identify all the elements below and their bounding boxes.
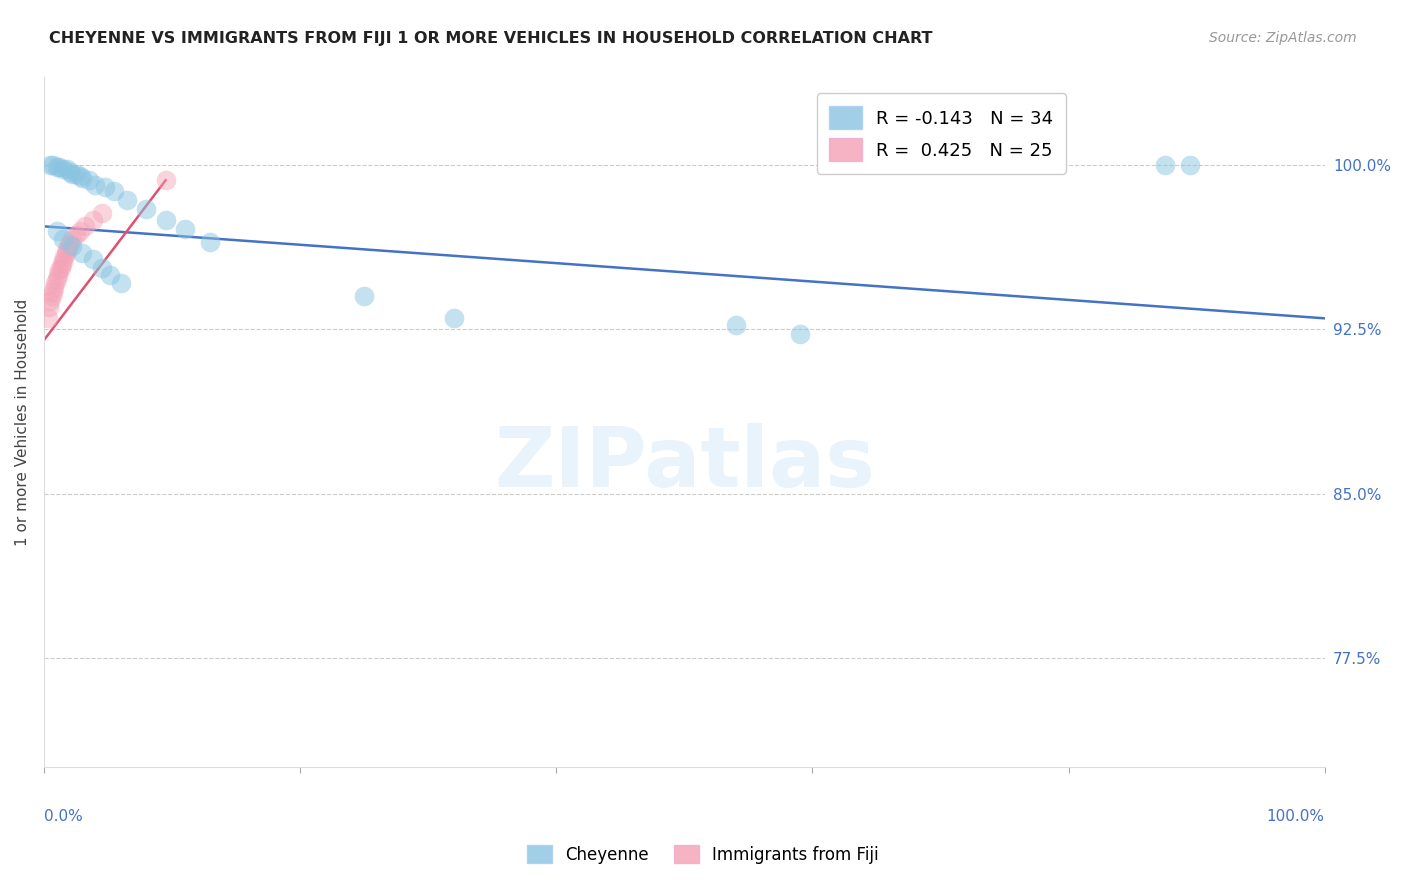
Point [42, 285, 65, 299]
Point [39, 293, 62, 308]
Point [72, 171, 94, 186]
Point [72, 245, 94, 260]
Point [60, 239, 83, 253]
Point [58, 236, 80, 251]
Point [51, 256, 73, 270]
Point [45, 160, 67, 174]
Point [60, 167, 83, 181]
Point [56, 244, 79, 258]
Point [55, 245, 77, 260]
Legend: R = -0.143   N = 34, R =  0.425   N = 25: R = -0.143 N = 34, R = 0.425 N = 25 [817, 94, 1066, 174]
Point [155, 212, 177, 227]
Point [90, 206, 112, 220]
Point [1153, 158, 1175, 172]
Point [173, 221, 195, 235]
Point [94, 180, 117, 194]
Text: 0.0%: 0.0% [44, 809, 83, 823]
Point [155, 173, 177, 187]
Point [1180, 158, 1202, 172]
Point [69, 169, 91, 183]
Point [90, 260, 112, 275]
Point [100, 268, 122, 282]
Point [77, 173, 100, 187]
Text: Source: ZipAtlas.com: Source: ZipAtlas.com [1209, 31, 1357, 45]
Point [82, 252, 104, 267]
Point [724, 318, 747, 332]
Point [110, 277, 132, 291]
Point [44, 281, 66, 295]
Point [135, 202, 157, 216]
Point [200, 235, 222, 249]
Point [44, 277, 66, 291]
Point [115, 193, 138, 207]
Point [48, 160, 70, 174]
Point [52, 254, 75, 268]
Point [42, 158, 65, 172]
Point [41, 289, 63, 303]
Text: ZIPatlas: ZIPatlas [494, 423, 875, 504]
Point [65, 167, 87, 181]
Point [46, 268, 69, 282]
Point [65, 228, 87, 243]
Point [56, 162, 79, 177]
Point [789, 326, 811, 341]
Point [38, 301, 60, 315]
Point [82, 212, 104, 227]
Point [58, 164, 80, 178]
Point [52, 162, 75, 177]
Point [52, 232, 75, 246]
Point [69, 224, 91, 238]
Text: CHEYENNE VS IMMIGRANTS FROM FIJI 1 OR MORE VEHICLES IN HOUSEHOLD CORRELATION CHA: CHEYENNE VS IMMIGRANTS FROM FIJI 1 OR MO… [49, 31, 932, 46]
Point [60, 232, 83, 246]
Point [53, 250, 76, 264]
Point [84, 178, 107, 192]
Point [37, 311, 59, 326]
Point [73, 219, 96, 234]
Legend: Cheyenne, Immigrants from Fiji: Cheyenne, Immigrants from Fiji [520, 838, 886, 871]
Point [39, 158, 62, 172]
Point [353, 289, 375, 303]
Point [103, 184, 125, 198]
Point [443, 311, 465, 326]
Point [49, 260, 72, 275]
Point [45, 224, 67, 238]
Point [48, 263, 70, 277]
Point [45, 272, 67, 286]
Text: 100.0%: 100.0% [1267, 809, 1324, 823]
Point [58, 239, 80, 253]
Y-axis label: 1 or more Vehicles in Household: 1 or more Vehicles in Household [15, 299, 30, 546]
